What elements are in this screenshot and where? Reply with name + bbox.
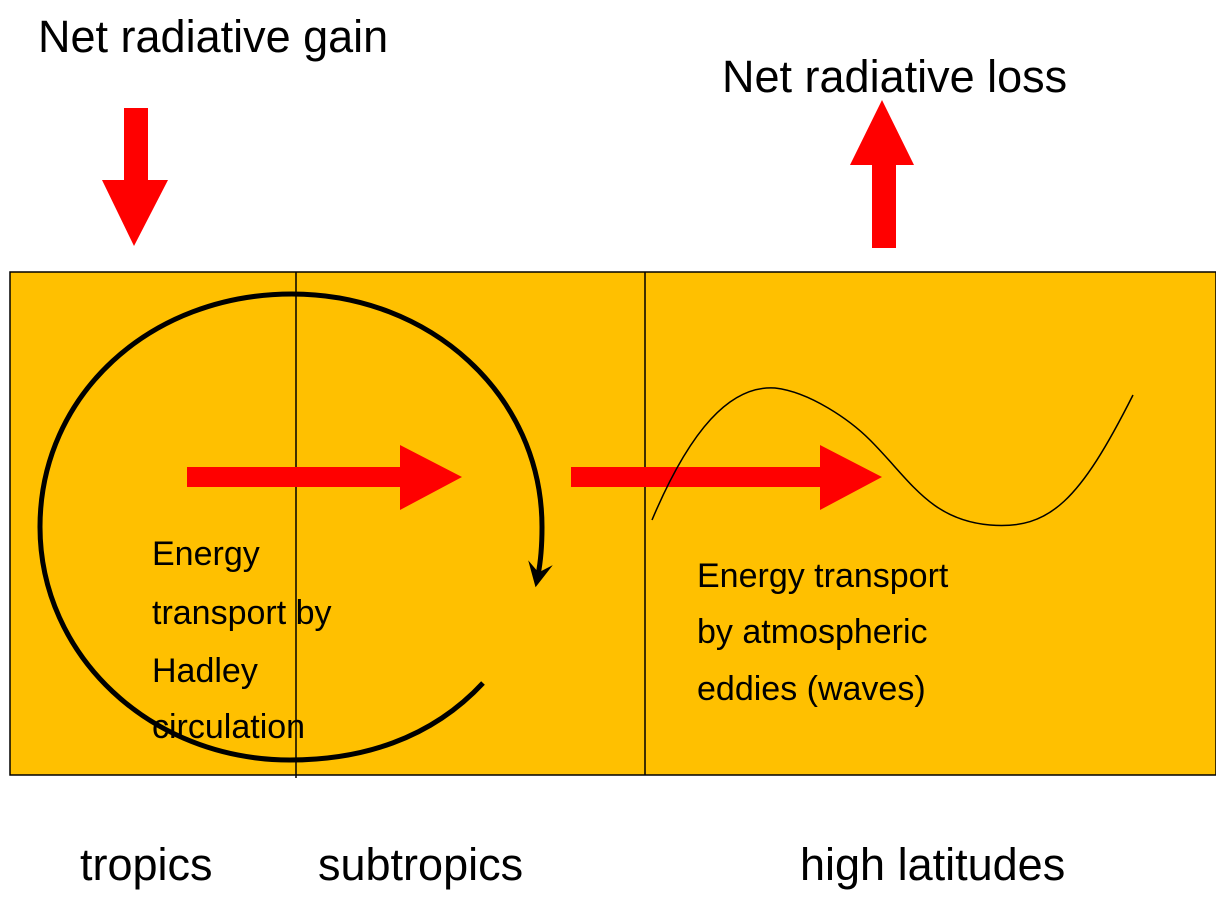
transport-arrow [571,445,882,510]
text-line: Hadley [152,652,258,690]
eddy-wave [651,387,1134,527]
eddy-text: Energy transport by atmospheric eddies (… [697,557,958,708]
text-line: transport by [152,594,332,632]
atmosphere-box [9,271,1216,776]
hadley-circulation [37,291,553,763]
down-arrow [102,108,168,246]
gain-label: Net radiative gain [38,11,388,62]
transport-arrow [187,445,462,510]
text-line: eddies (waves) [697,670,926,708]
up-arrow [850,100,914,248]
hadley-text: Energy transport by Hadley circulation [152,535,341,746]
loss-label: Net radiative loss [722,51,1067,102]
text-line: circulation [152,708,305,746]
zone-label: subtropics [318,839,523,890]
zone-label: tropics [80,839,213,890]
text-line: by atmospheric [697,613,928,651]
zone-label: high latitudes [800,839,1065,890]
text-line: Energy transport [697,557,949,595]
text-line: Energy [152,535,260,573]
